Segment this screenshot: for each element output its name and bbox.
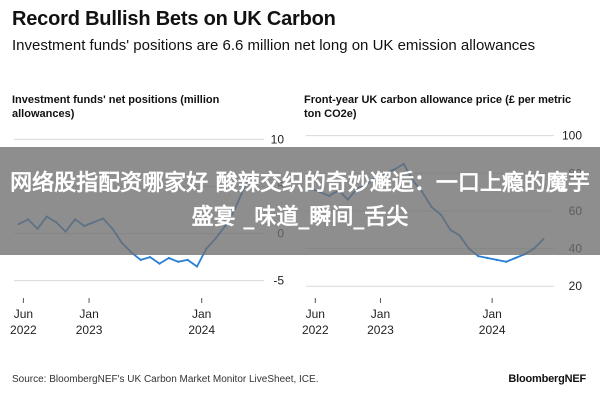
left-panel-title: Investment funds' net positions (million… xyxy=(12,94,220,120)
panel1-xtick-label: Jan xyxy=(482,307,501,321)
overlay-text: 网络股指配资哪家好 酸辣交织的奇妙邂逅：一口上瘾的魔芋盛宴 _味道_瞬间_舌尖 xyxy=(10,171,590,230)
panel1-data-point xyxy=(495,258,498,261)
panel0-xtick-label: 2024 xyxy=(188,323,215,337)
panel1-ytick-label: 20 xyxy=(569,279,583,293)
panel1-data-point xyxy=(514,256,517,260)
panel0-ytick-label: -5 xyxy=(273,274,284,288)
brand-logo-text: BloombergNEF xyxy=(508,373,586,385)
panel0-xtick-label: Jun xyxy=(14,307,33,321)
panel0-xtick-label: 2022 xyxy=(10,323,37,337)
panel1-data-point xyxy=(486,256,489,260)
panel0-data-point xyxy=(186,258,189,261)
panel1-xtick-label: 2023 xyxy=(367,323,394,337)
source-note: Source: BloombergNEF's UK Carbon Market … xyxy=(12,374,319,385)
panel0-data-point xyxy=(177,260,180,263)
panel0-data-point xyxy=(158,262,161,265)
panel0-ytick-label: 10 xyxy=(271,132,285,146)
right-panel-title: Front-year UK carbon allowance price (£ … xyxy=(304,94,572,120)
panel0-data-point xyxy=(148,255,152,259)
chart-subtitle: Investment funds' positions are 6.6 mill… xyxy=(12,37,536,54)
chart-title: Record Bullish Bets on UK Carbon xyxy=(12,8,336,30)
panel0-xtick-label: 2023 xyxy=(76,323,103,337)
panel0-data-point xyxy=(139,258,142,261)
panel1-xtick-label: Jan xyxy=(371,307,390,321)
panel0-xtick-label: Jan xyxy=(192,307,211,321)
panel0-data-point xyxy=(167,256,170,260)
panel1-xtick-label: 2024 xyxy=(479,323,506,337)
overlay-banner: 网络股指配资哪家好 酸辣交织的奇妙邂逅：一口上瘾的魔芋盛宴 _味道_瞬间_舌尖 xyxy=(0,147,600,255)
panel1-data-point xyxy=(505,260,508,263)
panel1-xtick-label: 2022 xyxy=(302,323,329,337)
panel0-data-point xyxy=(195,265,199,268)
panel0-xtick-label: Jan xyxy=(79,307,98,321)
panel1-data-point xyxy=(477,255,480,258)
panel1-ytick-label: 100 xyxy=(562,129,582,143)
panel1-xtick-label: Jun xyxy=(306,307,325,321)
